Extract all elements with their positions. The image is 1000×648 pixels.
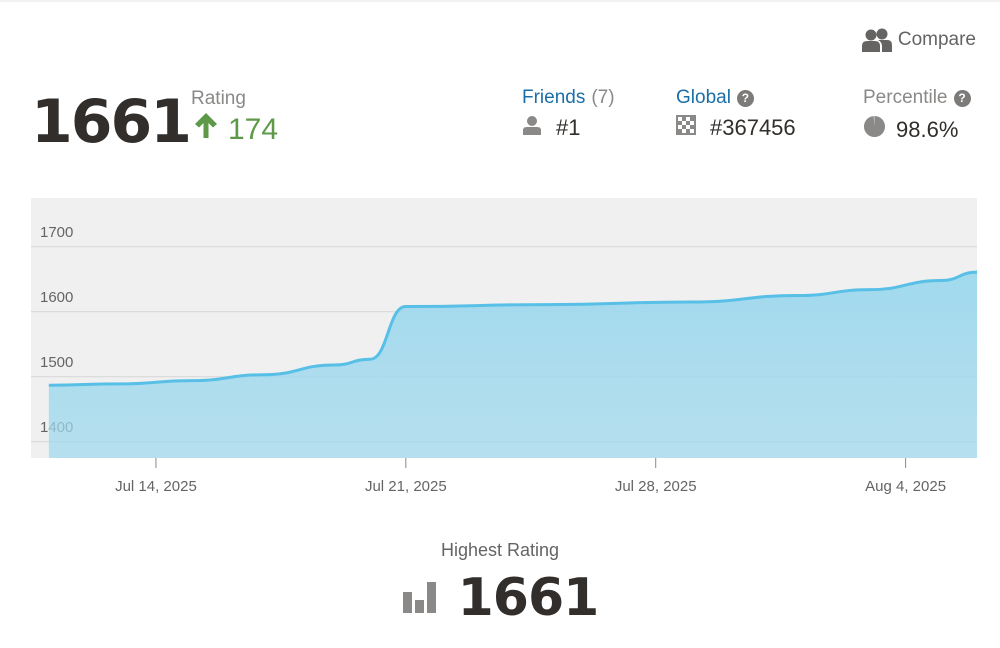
x-tick-label: Aug 4, 2025 — [865, 478, 946, 495]
bar-chart-icon — [402, 578, 438, 619]
pie-icon — [863, 115, 886, 144]
rating-change: 174 — [194, 110, 278, 150]
compare-label: Compare — [897, 29, 976, 50]
question-icon[interactable]: ? — [736, 89, 754, 107]
percentile-value: 98.6% — [896, 116, 959, 142]
rating-change-value: 174 — [228, 113, 279, 146]
current-rating: 1661 — [31, 87, 192, 157]
series-line — [48, 270, 978, 387]
x-tick-label: Jul 28, 2025 — [615, 478, 697, 495]
x-tick-label: Jul 14, 2025 — [115, 478, 197, 495]
series-area — [48, 272, 977, 458]
global-link[interactable]: Global — [676, 87, 731, 108]
percentile-stat: Percentile ? 98.6% — [863, 86, 971, 144]
rating-label: Rating — [191, 88, 246, 109]
friends-stat: Friends (7) #1 — [522, 86, 615, 141]
global-stat: Global ? #367456 — [676, 86, 796, 141]
x-tick-label: Jul 21, 2025 — [365, 478, 447, 495]
friends-link[interactable]: Friends — [522, 87, 586, 108]
y-tick-label: 1600 — [40, 289, 73, 306]
person-icon — [522, 115, 542, 141]
highest-rating-label: Highest Rating — [440, 540, 560, 560]
percentile-label: Percentile — [863, 87, 948, 108]
users-icon — [861, 28, 892, 52]
highest-rating-value: 1661 — [457, 568, 600, 628]
y-tick-label: 1700 — [40, 224, 73, 241]
y-tick-label: 1500 — [40, 354, 73, 371]
global-rank: #367456 — [710, 115, 796, 140]
compare-button[interactable]: Compare — [861, 26, 976, 54]
friends-rank: #1 — [556, 115, 581, 140]
highest-rating: 1661 — [0, 566, 1000, 630]
friends-count: (7) — [591, 87, 615, 108]
question-icon[interactable]: ? — [953, 89, 971, 107]
top-divider — [0, 0, 1000, 2]
arrow-up-icon — [194, 110, 218, 150]
checkerboard-icon — [676, 115, 696, 141]
